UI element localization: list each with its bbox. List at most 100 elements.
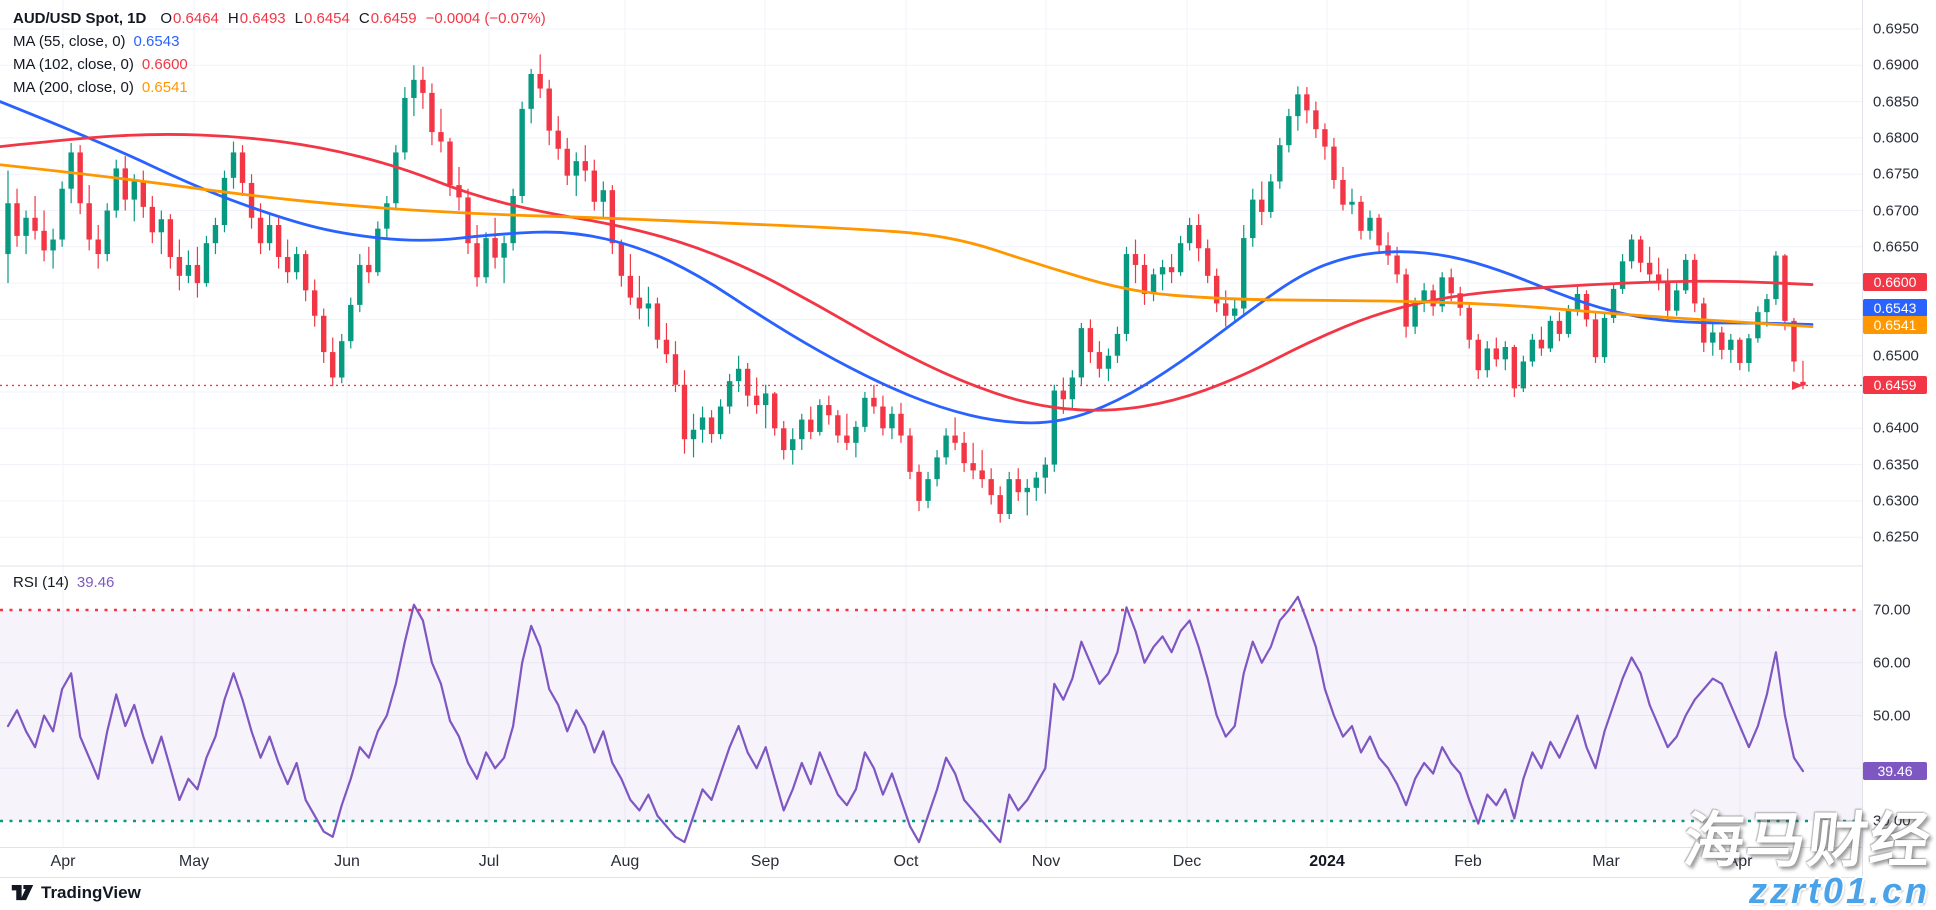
candle-body (411, 79, 417, 98)
candle-body (1033, 477, 1039, 488)
ma200-legend-row[interactable]: MA (200, close, 0) 0.6541 (13, 79, 546, 96)
candle-body (1340, 180, 1346, 205)
time-axis-label: Nov (1031, 853, 1061, 870)
ma55-legend-row[interactable]: MA (55, close, 0) 0.6543 (13, 33, 546, 50)
candle-body (943, 435, 949, 458)
price-axis-label: 0.6800 (1873, 129, 1919, 147)
candle-body (1601, 317, 1608, 358)
candle-body (862, 397, 868, 427)
candle-body (826, 405, 832, 416)
candle-body (230, 152, 237, 178)
candle-body (744, 368, 751, 396)
candle-body (537, 74, 543, 89)
candle-body (1430, 290, 1436, 307)
candle-body (898, 413, 904, 436)
price-badge: 0.6600 (1863, 273, 1927, 291)
candle-body (988, 479, 994, 496)
candle-body (1060, 390, 1067, 400)
candle-body (176, 256, 183, 276)
candle-body (465, 197, 471, 244)
ma102-legend-row[interactable]: MA (102, close, 0) 0.6600 (13, 56, 546, 73)
candle-body (302, 254, 309, 291)
candle-body (1412, 303, 1418, 327)
candle-body (1493, 348, 1499, 360)
price-badge: 0.6543 (1863, 299, 1927, 317)
time-axis-label: Jun (334, 853, 360, 870)
candle-body (212, 225, 219, 244)
price-axis-label: 0.6950 (1873, 20, 1919, 38)
candle-body (627, 275, 634, 298)
candle-body (393, 152, 399, 204)
candle-body (1177, 243, 1184, 273)
price-axis[interactable]: 0.6950 0.6900 0.6850 0.6800 0.6750 0.6700 0.66… (1862, 0, 1936, 876)
candle-body (600, 190, 607, 202)
rsi-value: 39.46 (76, 574, 115, 591)
candle-body (257, 217, 264, 244)
candle-body (194, 264, 201, 284)
rsi-legend-row[interactable]: RSI (14) 39.46 (13, 574, 114, 591)
candle-body (1295, 94, 1301, 117)
candle-body (1250, 199, 1256, 239)
candle-body (1304, 94, 1310, 111)
candle-body (1475, 339, 1481, 371)
candle-body (1547, 320, 1554, 349)
candle-body (1637, 239, 1644, 263)
time-axis-label: 2024 (1309, 853, 1345, 870)
candle-body (654, 303, 661, 340)
candle-body (1746, 338, 1752, 363)
price-badge: 0.6459 (1863, 376, 1927, 394)
close-value: C0.6459 (358, 10, 417, 27)
change-value: −0.0004 (−0.07%) (425, 10, 546, 27)
candle-body (1286, 116, 1292, 146)
candle-body (456, 185, 462, 198)
candle-body (1782, 255, 1788, 321)
time-axis[interactable]: Apr May Jun Jul Aug Sep Oct Nov Dec 2024 Feb Mar Apr (0, 847, 1862, 878)
candle-body (564, 148, 570, 176)
price-axis-label: 0.6400 (1873, 419, 1919, 437)
candle-body (501, 243, 507, 258)
tradingview-logo[interactable]: TradingView (10, 882, 141, 904)
candle-body (961, 442, 967, 464)
candle-body (167, 219, 174, 257)
candle-body (582, 161, 588, 171)
candle-body (1719, 332, 1725, 350)
candle-body (1737, 339, 1743, 363)
time-axis-label: Apr (50, 853, 76, 870)
candle-body (1511, 346, 1518, 389)
candle-body (1114, 333, 1121, 356)
candle-body (889, 413, 895, 429)
candle-body (663, 339, 670, 355)
candle-body (555, 130, 561, 149)
time-axis-label: Dec (1172, 853, 1202, 870)
rsi-label: RSI (14) (13, 574, 69, 591)
candle-body (1764, 299, 1770, 313)
candle-body (1565, 310, 1572, 334)
candle-body (645, 303, 652, 309)
candle-body (32, 217, 38, 231)
candle-body (1592, 319, 1599, 358)
candle-body (1755, 312, 1761, 339)
candle-body (1583, 293, 1590, 320)
candle-body (934, 457, 940, 480)
candle-body (1674, 290, 1680, 311)
symbol-legend-row[interactable]: AUD/USD Spot, 1D O0.6464 H0.6493 L0.6454… (13, 10, 546, 27)
candle-body (185, 264, 192, 276)
candle-body (5, 203, 11, 255)
candle-body (844, 435, 850, 443)
candle-body (609, 190, 616, 244)
candle-body (1529, 339, 1536, 362)
ma200-label: MA (200, close, 0) (13, 79, 134, 96)
candle-body (1610, 288, 1617, 318)
candle-body (348, 304, 354, 342)
time-axis-label: Apr (1727, 853, 1753, 870)
candle-body (1042, 464, 1048, 478)
tradingview-icon (11, 884, 34, 901)
candle-body (321, 315, 327, 353)
candle-body (447, 141, 453, 186)
last-price-arrow (1792, 380, 1803, 390)
candle-body (41, 230, 47, 251)
candle-body (1268, 181, 1274, 212)
ma102-label: MA (102, close, 0) (13, 56, 134, 73)
candle-body (1394, 255, 1400, 275)
